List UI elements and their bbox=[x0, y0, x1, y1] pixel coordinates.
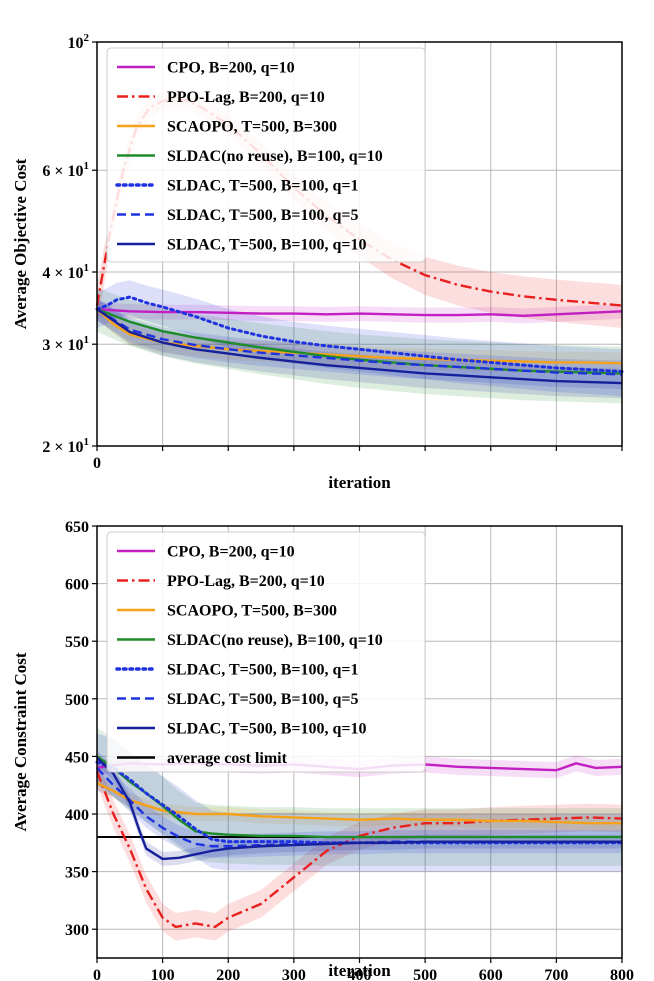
y-tick-label: 400 bbox=[65, 807, 89, 824]
y-axis-label: Average Constraint Cost bbox=[11, 652, 30, 831]
series-line-sldac-t-500-b-100-q-10 bbox=[96, 756, 622, 861]
x-tick-label: 300 bbox=[282, 967, 306, 981]
band-sldac-no-reuse-b-100-q-10 bbox=[97, 288, 622, 404]
y-tick-label: 3 × 101 bbox=[42, 334, 89, 354]
band-sldac-t-500-b-100-q-5 bbox=[97, 298, 622, 389]
y-tick-label: 550 bbox=[65, 634, 89, 651]
y-tick-label: 650 bbox=[65, 519, 89, 536]
legend-label-average-cost-limit: average cost limit bbox=[167, 750, 288, 767]
chart-panel-1: 0 iteration 102 6 × 101 4 × 101 3 × 101 2 × 10… bbox=[11, 32, 624, 492]
y-tick-label: 6 × 101 bbox=[42, 160, 89, 180]
legend-label-sldac-no-reuse-b-100-q-10: SLDAC(no reuse), B=100, q=10 bbox=[167, 148, 383, 165]
y-axis: 102 6 × 101 4 × 101 3 × 101 2 × 101 Average O… bbox=[11, 32, 97, 456]
x-tick-label: 400 bbox=[348, 967, 372, 981]
x-tick-label: 0 bbox=[93, 967, 101, 981]
legend: CPO, B=200, q=10 PPO-Lag, B=200, q=10 SCAO… bbox=[106, 47, 426, 263]
x-tick-label: 700 bbox=[544, 967, 568, 981]
legend-label-cpo-b-200-q-10: CPO, B=200, q=10 bbox=[167, 544, 295, 561]
legend-label-cpo-b-200-q-10: CPO, B=200, q=10 bbox=[167, 60, 295, 77]
x-axis-label: iteration bbox=[328, 961, 391, 980]
y-tick-label: 4 × 101 bbox=[42, 262, 89, 282]
x-tick-label: 0 bbox=[93, 455, 101, 472]
legend-label-ppo-lag-b-200-q-10: PPO-Lag, B=200, q=10 bbox=[167, 573, 325, 590]
series-line-sldac-t-500-b-100-q-5 bbox=[96, 308, 623, 376]
x-tick-label: 500 bbox=[413, 967, 437, 981]
band-sldac-no-reuse-b-100-q-10 bbox=[97, 727, 622, 866]
legend-label-sldac-no-reuse-b-100-q-10: SLDAC(no reuse), B=100, q=10 bbox=[167, 632, 383, 649]
band-ppo-lag-b-200-q-10 bbox=[97, 757, 622, 941]
y-tick-label: 600 bbox=[65, 577, 89, 594]
y-tick-label: 350 bbox=[65, 865, 89, 882]
legend-label-sldac-t-500-b-100-q-1: SLDAC, T=500, B=100, q=1 bbox=[167, 662, 359, 679]
legend: CPO, B=200, q=10 PPO-Lag, B=200, q=10 SCAO… bbox=[106, 531, 426, 773]
x-axis: 0 100 200 300 400 500 600 700 800 iteration bbox=[93, 958, 634, 981]
x-axis-label: iteration bbox=[328, 473, 391, 492]
legend-label-sldac-t-500-b-100-q-5: SLDAC, T=500, B=100, q=5 bbox=[167, 691, 359, 708]
chart-panel-2: 0 100 200 300 400 500 600 700 800 iteration 300 350… bbox=[11, 519, 634, 981]
band-sldac-t-500-b-100-q-10 bbox=[97, 298, 622, 399]
x-axis: 0 iteration bbox=[93, 446, 623, 492]
series-group bbox=[95, 88, 624, 404]
series-line-sldac-t-500-b-100-q-1 bbox=[95, 760, 624, 845]
legend-box bbox=[106, 531, 426, 773]
y-axis-label: Average Objective Cost bbox=[11, 158, 30, 329]
x-tick-label: 800 bbox=[610, 967, 634, 981]
legend-label-ppo-lag-b-200-q-10: PPO-Lag, B=200, q=10 bbox=[167, 89, 325, 106]
legend-label-sldac-t-500-b-100-q-5: SLDAC, T=500, B=100, q=5 bbox=[167, 207, 359, 224]
band-sldac-t-500-b-100-q-1 bbox=[97, 280, 622, 397]
x-tick-label: 100 bbox=[151, 967, 175, 981]
legend-label-scaopo-t-500-b-300: SCAOPO, T=500, B=300 bbox=[167, 603, 337, 620]
legend-box bbox=[106, 47, 426, 263]
band-sldac-t-500-b-100-q-5 bbox=[97, 756, 622, 858]
y-tick-label: 450 bbox=[65, 749, 89, 766]
legend-label-sldac-t-500-b-100-q-10: SLDAC, T=500, B=100, q=10 bbox=[167, 237, 367, 254]
series-line-sldac-t-500-b-100-q-10 bbox=[96, 308, 623, 385]
x-tick-label: 200 bbox=[216, 967, 240, 981]
band-scaopo-t-500-b-300 bbox=[97, 300, 622, 375]
y-axis: 300 350 400 450 500 550 600 650 Average Constrai… bbox=[11, 519, 97, 939]
y-tick-label: 2 × 101 bbox=[42, 436, 89, 456]
y-tick-label: 102 bbox=[68, 32, 90, 52]
band-scaopo-t-500-b-300 bbox=[97, 775, 622, 831]
x-tick-label: 600 bbox=[479, 967, 503, 981]
series-line-sldac-t-500-b-100-q-1 bbox=[95, 295, 624, 374]
legend-label-sldac-t-500-b-100-q-10: SLDAC, T=500, B=100, q=10 bbox=[167, 721, 367, 738]
legend-label-scaopo-t-500-b-300: SCAOPO, T=500, B=300 bbox=[167, 119, 337, 136]
y-tick-label: 300 bbox=[65, 922, 89, 939]
legend-label-sldac-t-500-b-100-q-1: SLDAC, T=500, B=100, q=1 bbox=[167, 178, 359, 195]
series-line-scaopo-t-500-b-300 bbox=[96, 781, 622, 825]
y-tick-label: 500 bbox=[65, 692, 89, 709]
